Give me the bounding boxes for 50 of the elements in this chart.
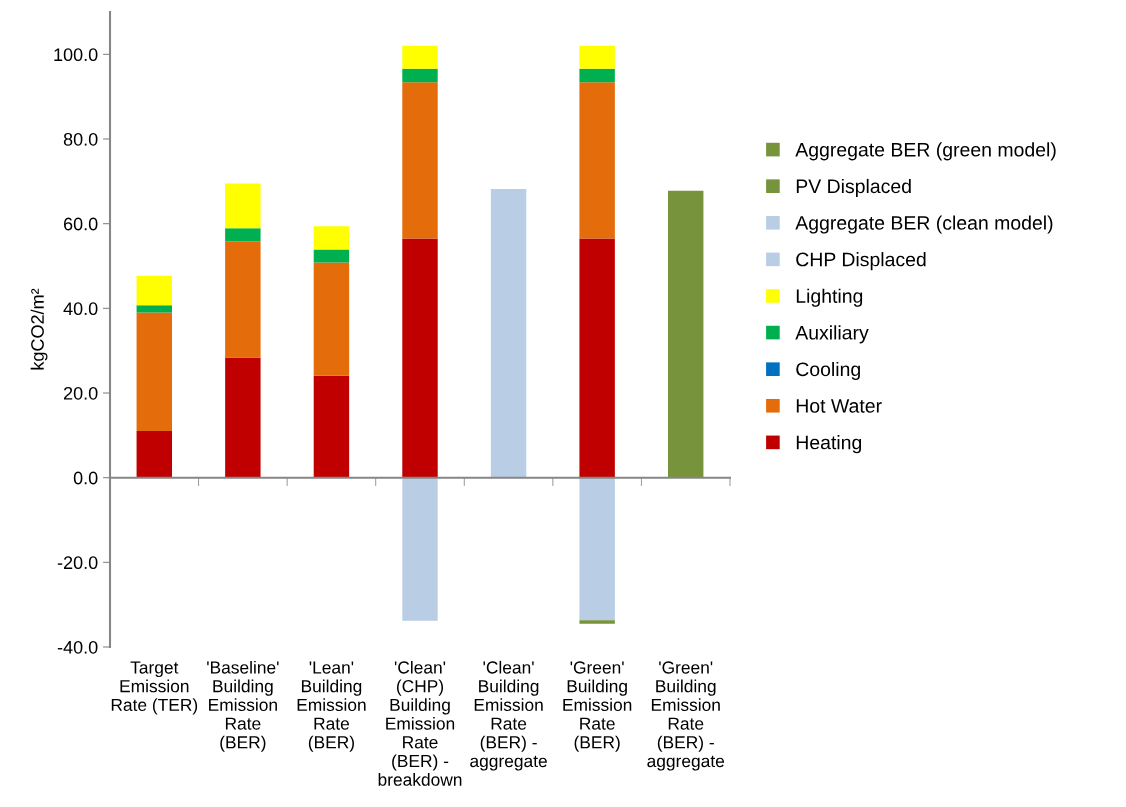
bar <box>579 238 615 478</box>
y-tick-label: 60.0 <box>63 217 98 231</box>
bar <box>668 190 704 478</box>
bar <box>313 375 350 478</box>
bar <box>579 68 615 83</box>
legend-label: CHP Displaced <box>796 252 926 271</box>
y-tick-label: 80.0 <box>63 132 98 146</box>
x-tick-label: 'Clean' Building Emission Rate (BER) - aggregate <box>470 660 547 771</box>
bar <box>579 620 615 624</box>
bar <box>225 241 261 358</box>
y-tick-label: 40.0 <box>63 302 98 316</box>
bar <box>313 262 350 376</box>
bar <box>490 188 527 478</box>
bar <box>402 45 438 69</box>
bar <box>402 82 438 239</box>
bar <box>136 275 172 306</box>
y-tick-label: -40.0 <box>57 640 98 654</box>
y-tick-label: -20.0 <box>57 556 98 570</box>
bar <box>579 82 615 239</box>
x-tick-label: 'Green' Building Emission Rate (BER) <box>563 661 632 752</box>
legend-label: PV Displaced <box>796 178 911 198</box>
bar <box>136 305 172 313</box>
bar <box>136 431 172 478</box>
legend-label: Cooling <box>796 361 860 381</box>
bar <box>313 226 350 250</box>
bar <box>225 228 261 242</box>
legend-label: Heating <box>796 435 862 454</box>
bar <box>313 249 350 263</box>
x-tick-label: 'Green' Building Emission Rate (BER) - aggregate <box>647 661 725 771</box>
legend-label: Lighting <box>796 288 863 307</box>
y-axis-title: kgCO2/m² <box>30 288 48 370</box>
y-tick-label: 20.0 <box>63 386 98 400</box>
legend-label: Aggregate BER (clean model) <box>795 215 1053 234</box>
bar <box>225 357 261 478</box>
legend-label: Hot Water <box>796 399 882 413</box>
bar <box>579 45 615 69</box>
bar <box>579 477 615 621</box>
bar <box>402 477 438 621</box>
bar <box>402 68 438 83</box>
x-tick-label: 'Clean' (CHP) Building Emission Rate (BER) - breakdown <box>378 660 462 786</box>
x-tick-label: 'Lean' Building Emission Rate (BER) <box>297 661 366 752</box>
bar <box>402 238 438 478</box>
legend-label: Auxiliary <box>795 325 869 344</box>
bar <box>136 312 172 432</box>
legend-label: Aggregate BER (green model) <box>795 142 1056 161</box>
bar <box>225 183 261 229</box>
y-tick-label: 100.0 <box>54 48 98 62</box>
y-tick-label: 0.0 <box>73 471 98 485</box>
x-tick-label: Target Emission Rate (TER) <box>111 661 198 715</box>
x-tick-label: 'Baseline' Building Emission Rate (BER) <box>207 660 279 752</box>
